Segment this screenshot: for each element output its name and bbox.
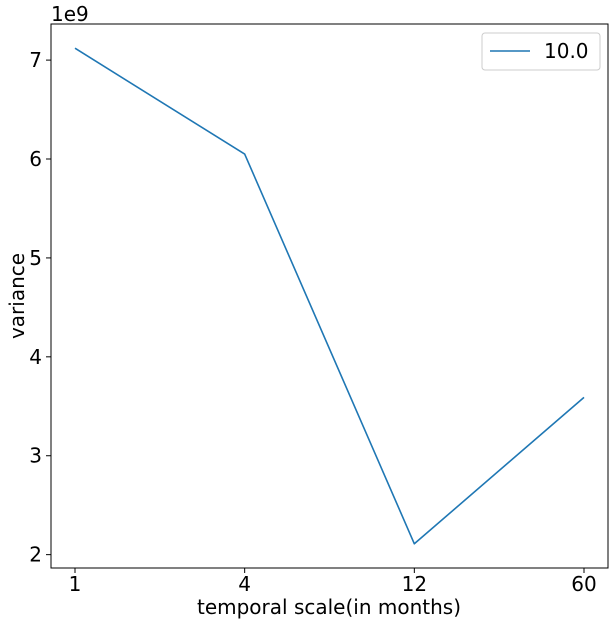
- legend-label: 10.0: [544, 39, 589, 63]
- x-tick-label: 1: [69, 572, 82, 596]
- plot-marks: [74, 47, 585, 545]
- x-tick-label: 60: [571, 572, 596, 596]
- series-line-0: [74, 47, 585, 545]
- y-axis-ticks: 2 3 4 5 6 7: [29, 48, 51, 567]
- y-tick-label: 7: [29, 48, 42, 72]
- x-axis-label: temporal scale(in months): [197, 595, 461, 619]
- y-axis-offset-text: 1e9: [51, 2, 89, 26]
- x-tick-label: 4: [238, 572, 251, 596]
- x-axis-ticks: 1 4 12 60: [69, 568, 597, 596]
- y-tick-label: 3: [29, 444, 42, 468]
- y-tick-label: 6: [29, 147, 42, 171]
- y-tick-label: 4: [29, 345, 42, 369]
- x-tick-label: 12: [402, 572, 427, 596]
- y-tick-label: 2: [29, 543, 42, 567]
- y-tick-label: 5: [29, 246, 42, 270]
- legend-box: [481, 32, 601, 71]
- legend: 10.0: [481, 32, 601, 71]
- plot-frame: [50, 23, 609, 569]
- y-axis-label: variance: [5, 253, 29, 339]
